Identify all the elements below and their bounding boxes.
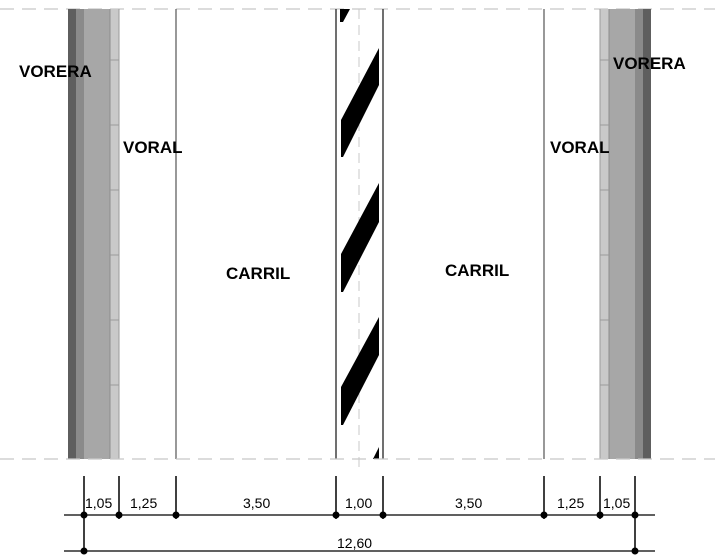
dimension-dot: [540, 511, 548, 519]
dim-right-lane: 3,50: [455, 495, 482, 511]
left-sidewalk: [68, 9, 120, 459]
dimension-dot: [596, 511, 604, 519]
median-hatch-stripe: [341, 183, 379, 292]
dim-right-sidewalk: 1,05: [603, 495, 630, 511]
dimension-dot: [80, 547, 88, 555]
label-left-sidewalk: VORERA: [19, 62, 92, 81]
dim-left-lane: 3,50: [243, 495, 270, 511]
median-hatch-stripe: [373, 447, 379, 459]
label-left-lane: CARRIL: [226, 264, 290, 283]
dim-median: 1,00: [345, 495, 372, 511]
label-right-sidewalk: VORERA: [613, 54, 686, 73]
dimension-dot: [332, 511, 340, 519]
label-right-lane: CARRIL: [445, 261, 509, 280]
median-hatch-stripe: [341, 317, 379, 425]
median: [335, 9, 384, 470]
dim-left-sidewalk: 1,05: [85, 495, 112, 511]
dimension-dot: [631, 547, 639, 555]
sidewalk-edge-ticks: [110, 59, 609, 386]
dimension-dot: [80, 511, 88, 519]
median-hatch-stripe: [341, 48, 379, 157]
label-left-shoulder: VORAL: [123, 138, 183, 157]
dim-right-shoulder: 1,25: [557, 495, 584, 511]
dim-total: 12,60: [337, 535, 372, 551]
dimension-dot: [379, 511, 387, 519]
dimension-dot: [115, 511, 123, 519]
median-hatch-stripe: [340, 9, 350, 22]
dimension-dot: [172, 511, 180, 519]
right-sidewalk: [599, 9, 651, 459]
dimension-chain: 1,05 1,25 3,50 1,00 3,50 1,25 1,05 12,60: [64, 476, 655, 555]
label-right-shoulder: VORAL: [550, 138, 610, 157]
dimension-dot: [631, 511, 639, 519]
dim-left-shoulder: 1,25: [130, 495, 157, 511]
